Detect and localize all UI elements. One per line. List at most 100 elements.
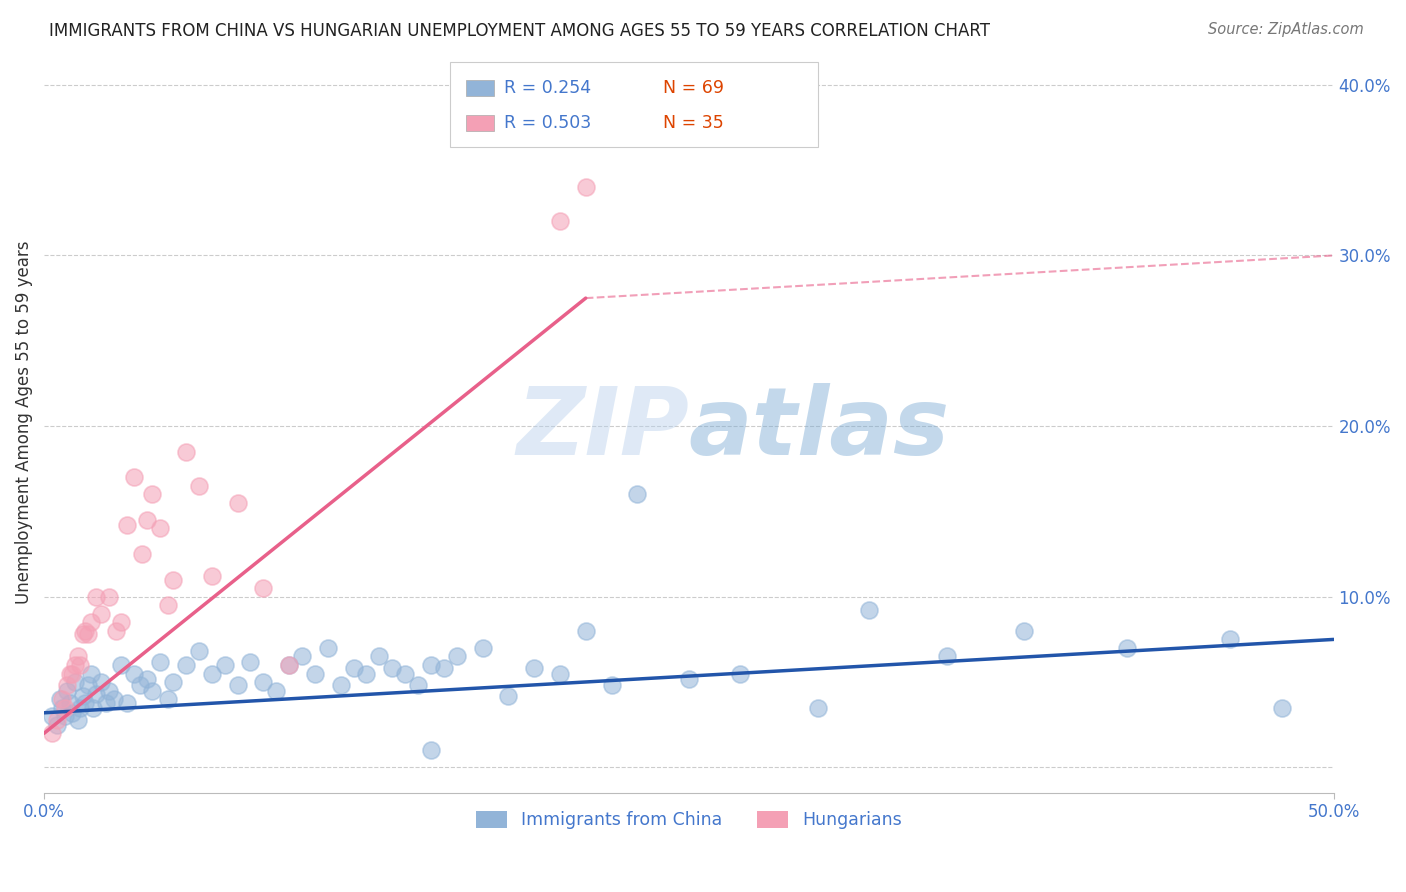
Point	[41, 726, 63, 740]
Text: Source: ZipAtlas.com: Source: ZipAtlas.com	[1208, 22, 1364, 37]
Point	[46, 717, 69, 731]
Text: IMMIGRANTS FROM CHINA VS HUNGARIAN UNEMPLOYMENT AMONG AGES 55 TO 59 YEARS CORREL: IMMIGRANTS FROM CHINA VS HUNGARIAN UNEMP…	[49, 22, 990, 40]
Point	[46, 713, 69, 727]
Point	[264, 683, 287, 698]
Y-axis label: Unemployment Among Ages 55 to 59 years: Unemployment Among Ages 55 to 59 years	[15, 240, 32, 604]
Point	[1116, 640, 1139, 655]
Point	[82, 700, 104, 714]
Point	[278, 658, 301, 673]
Point	[128, 678, 150, 692]
Point	[807, 700, 830, 714]
Point	[329, 678, 352, 692]
Point	[858, 603, 880, 617]
Text: R = 0.503: R = 0.503	[505, 113, 592, 132]
Point	[53, 700, 76, 714]
Point	[174, 444, 197, 458]
Point	[600, 678, 623, 692]
Point	[110, 658, 132, 673]
Point	[420, 658, 443, 673]
Point	[69, 700, 91, 714]
Point	[105, 624, 128, 638]
Point	[79, 615, 101, 630]
Point	[1012, 624, 1035, 638]
Point	[523, 661, 546, 675]
Point	[97, 590, 120, 604]
Point	[115, 518, 138, 533]
Point	[278, 658, 301, 673]
Point	[115, 696, 138, 710]
Point	[239, 655, 262, 669]
Point	[90, 607, 112, 621]
Legend: Immigrants from China, Hungarians: Immigrants from China, Hungarians	[470, 804, 908, 837]
Point	[201, 569, 224, 583]
Point	[304, 666, 326, 681]
Point	[94, 696, 117, 710]
Point	[187, 479, 209, 493]
Point	[79, 666, 101, 681]
Point	[51, 692, 73, 706]
Point	[394, 666, 416, 681]
Point	[51, 700, 73, 714]
Point	[226, 496, 249, 510]
Point	[90, 675, 112, 690]
Point	[226, 678, 249, 692]
Point	[66, 713, 89, 727]
Point	[149, 521, 172, 535]
Point	[214, 658, 236, 673]
Point	[498, 689, 520, 703]
Point	[56, 678, 79, 692]
Point	[110, 615, 132, 630]
Point	[97, 683, 120, 698]
Point	[63, 658, 86, 673]
Point	[368, 649, 391, 664]
Point	[678, 672, 700, 686]
Point	[136, 672, 159, 686]
Point	[162, 573, 184, 587]
Point	[575, 624, 598, 638]
Point	[141, 487, 163, 501]
Point	[59, 666, 82, 681]
Point	[1219, 632, 1241, 647]
Point	[72, 689, 94, 703]
Point	[406, 678, 429, 692]
Point	[63, 675, 86, 690]
Point	[201, 666, 224, 681]
Point	[162, 675, 184, 690]
Point	[59, 696, 82, 710]
Point	[84, 590, 107, 604]
Point	[62, 666, 84, 681]
FancyBboxPatch shape	[465, 79, 494, 96]
Point	[291, 649, 314, 664]
Point	[156, 692, 179, 706]
Text: ZIP: ZIP	[516, 384, 689, 475]
FancyBboxPatch shape	[465, 114, 494, 131]
Point	[626, 487, 648, 501]
Point	[141, 683, 163, 698]
Point	[56, 683, 79, 698]
Point	[77, 627, 100, 641]
Point	[69, 658, 91, 673]
Point	[935, 649, 957, 664]
Point	[174, 658, 197, 673]
Point	[66, 649, 89, 664]
Text: R = 0.254: R = 0.254	[505, 78, 592, 97]
Point	[730, 666, 752, 681]
Point	[471, 640, 494, 655]
Text: atlas: atlas	[689, 384, 950, 475]
FancyBboxPatch shape	[450, 62, 818, 147]
Text: N = 35: N = 35	[664, 113, 724, 132]
Point	[575, 180, 598, 194]
Point	[433, 661, 456, 675]
Point	[446, 649, 468, 664]
Point	[187, 644, 209, 658]
Point	[75, 624, 97, 638]
Point	[48, 692, 70, 706]
Text: N = 69: N = 69	[664, 78, 724, 97]
Point	[103, 692, 125, 706]
Point	[136, 513, 159, 527]
Point	[72, 627, 94, 641]
Point	[131, 547, 153, 561]
Point	[342, 661, 364, 675]
Point	[84, 687, 107, 701]
Point	[156, 599, 179, 613]
